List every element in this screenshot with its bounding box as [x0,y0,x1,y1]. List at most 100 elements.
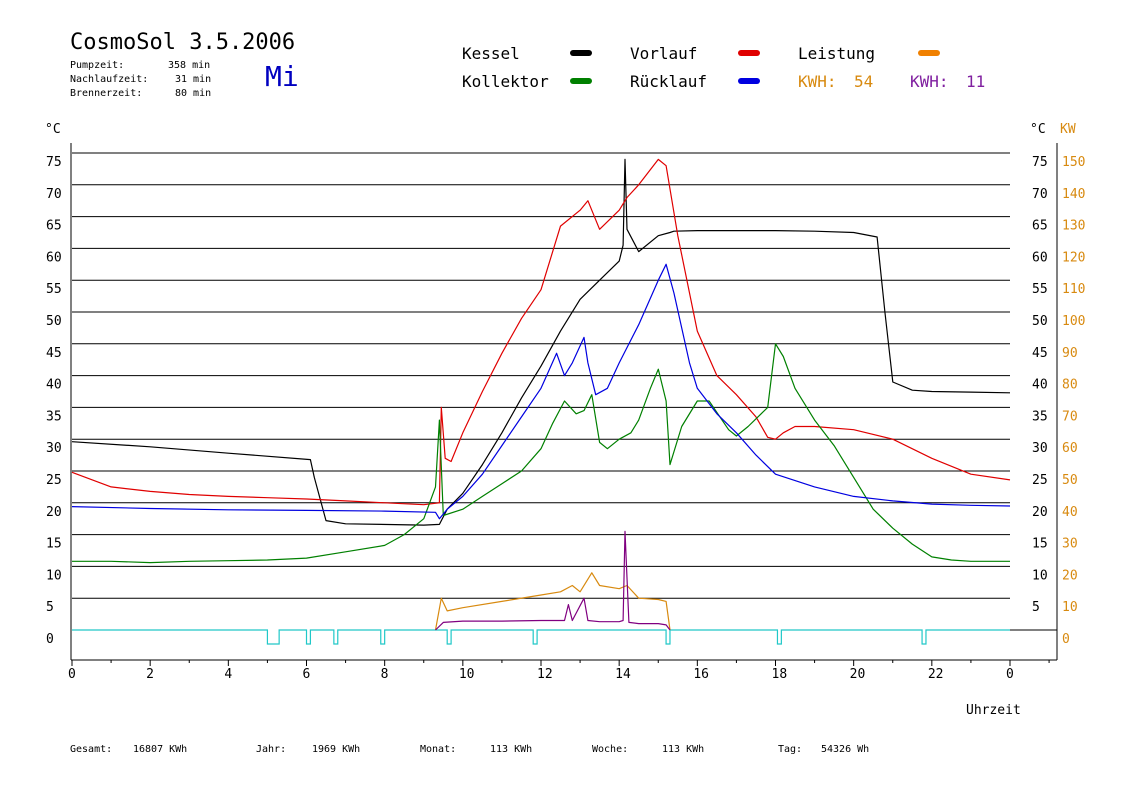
legend-vorlauf-swatch [738,50,760,56]
kwh-leistung-label: KWH: [798,72,837,91]
pulse-line [72,629,1010,645]
x-tick-label: 22 [928,667,944,682]
x-tick-label: 12 [537,667,553,682]
y-tick-left: 75 [46,155,62,170]
x-tick-label: 16 [693,667,709,682]
y-tick-kw: 130 [1062,219,1085,234]
y-tick-right: 15 [1032,537,1048,552]
x-tick-label: 18 [772,667,788,682]
x-tick-label: 10 [459,667,475,682]
stat-brennerzeit-label: Brennerzeit: [70,88,143,99]
x-tick-label: 2 [146,667,154,682]
footer-woche-label: Woche: [592,744,629,755]
y-tick-left: 65 [46,219,62,234]
series-line-r-cklauf [71,263,1011,520]
y-tick-left: 20 [46,505,62,520]
y-tick-left: 15 [46,537,62,552]
y-tick-right: 40 [1032,378,1048,393]
chart-title: CosmoSol 3.5.2006 [70,30,296,55]
y-axis-unit-kw: KW [1060,122,1076,137]
series-line-series-3 [435,530,671,631]
y-tick-left: 55 [46,282,62,297]
y-tick-left: 35 [46,409,62,424]
kwh-leistung-value: 54 [854,72,874,91]
y-tick-kw: 10 [1062,600,1078,615]
footer-monat-value: 113 KWh [490,744,533,755]
stat-nachlaufzeit-label: Nachlaufzeit: [70,74,149,85]
y-tick-right: 25 [1032,473,1048,488]
series-line-kessel [71,158,1011,526]
legend-ruecklauf-swatch [738,78,760,84]
legend-kessel-label: Kessel [462,44,520,63]
y-tick-left: 70 [46,187,62,202]
y-axis-unit-right: °C [1030,122,1046,137]
chart-grid [72,152,1010,599]
y-tick-left: 50 [46,314,62,329]
y-tick-right: 5 [1032,600,1040,615]
x-tick-label: 14 [615,667,631,682]
footer-woche-value: 113 KWh [662,744,705,755]
y-tick-right: 65 [1032,219,1048,234]
legend-vorlauf-label: Vorlauf [630,44,698,63]
y-tick-right: 70 [1032,187,1048,202]
y-tick-left: 60 [46,250,62,265]
footer-tag-value: 54326 Wh [821,744,870,755]
weekday-label: Mi [265,60,299,93]
y-tick-right: 30 [1032,441,1048,456]
y-tick-left: 40 [46,378,62,393]
y-tick-kw: 0 [1062,632,1070,647]
y-tick-kw: 80 [1062,378,1078,393]
y-tick-kw: 50 [1062,473,1078,488]
y-tick-left: 5 [46,600,54,615]
y-tick-right: 45 [1032,346,1048,361]
y-tick-right: 55 [1032,282,1048,297]
footer-jahr-value: 1969 KWh [312,744,361,755]
y-tick-right: 60 [1032,250,1048,265]
x-tick-label: 20 [850,667,866,682]
chart-series [71,158,1011,645]
y-tick-kw: 100 [1062,314,1085,329]
y-tick-right: 20 [1032,505,1048,520]
y-tick-right: 10 [1032,568,1048,583]
series-line-leistung [434,572,671,631]
footer-gesamt-value: 16807 KWh [133,744,188,755]
y-tick-kw: 120 [1062,250,1085,265]
legend-kessel-swatch [570,50,592,56]
stat-pumpzeit-label: Pumpzeit: [70,60,125,71]
y-tick-right: 35 [1032,409,1048,424]
stat-nachlaufzeit-value: 31 min [175,74,212,85]
y-axis-unit-left: °C [45,122,61,137]
chart-axes [70,143,1058,666]
legend-kollektor-swatch [570,78,592,84]
y-tick-kw: 20 [1062,568,1078,583]
y-tick-kw: 30 [1062,537,1078,552]
stat-pumpzeit-value: 358 min [168,60,211,71]
x-tick-label: 0 [68,667,76,682]
y-tick-left: 25 [46,473,62,488]
footer-tag-label: Tag: [778,744,803,755]
y-tick-right: 75 [1032,155,1048,170]
y-tick-kw: 90 [1062,346,1078,361]
legend-leistung-swatch [918,50,940,56]
x-tick-label: 4 [224,667,232,682]
x-tick-label: 6 [303,667,311,682]
footer-jahr-label: Jahr: [256,744,287,755]
y-tick-kw: 110 [1062,282,1085,297]
x-tick-label: 8 [381,667,389,682]
x-tick-label: 0 [1006,667,1014,682]
y-tick-left: 45 [46,346,62,361]
stat-brennerzeit-value: 80 min [175,88,212,99]
kwh-second-value: 11 [966,72,986,91]
y-tick-kw: 150 [1062,155,1085,170]
y-tick-right: 50 [1032,314,1048,329]
footer-gesamt-label: Gesamt: [70,744,113,755]
y-tick-kw: 140 [1062,187,1085,202]
legend-leistung-label: Leistung [798,44,876,63]
series-line-kollektor [72,343,1010,564]
legend-kollektor-label: Kollektor [462,72,549,91]
x-axis-label: Uhrzeit [966,703,1021,718]
series-line-vorlauf [71,158,1011,506]
kwh-second-label: KWH: [910,72,949,91]
